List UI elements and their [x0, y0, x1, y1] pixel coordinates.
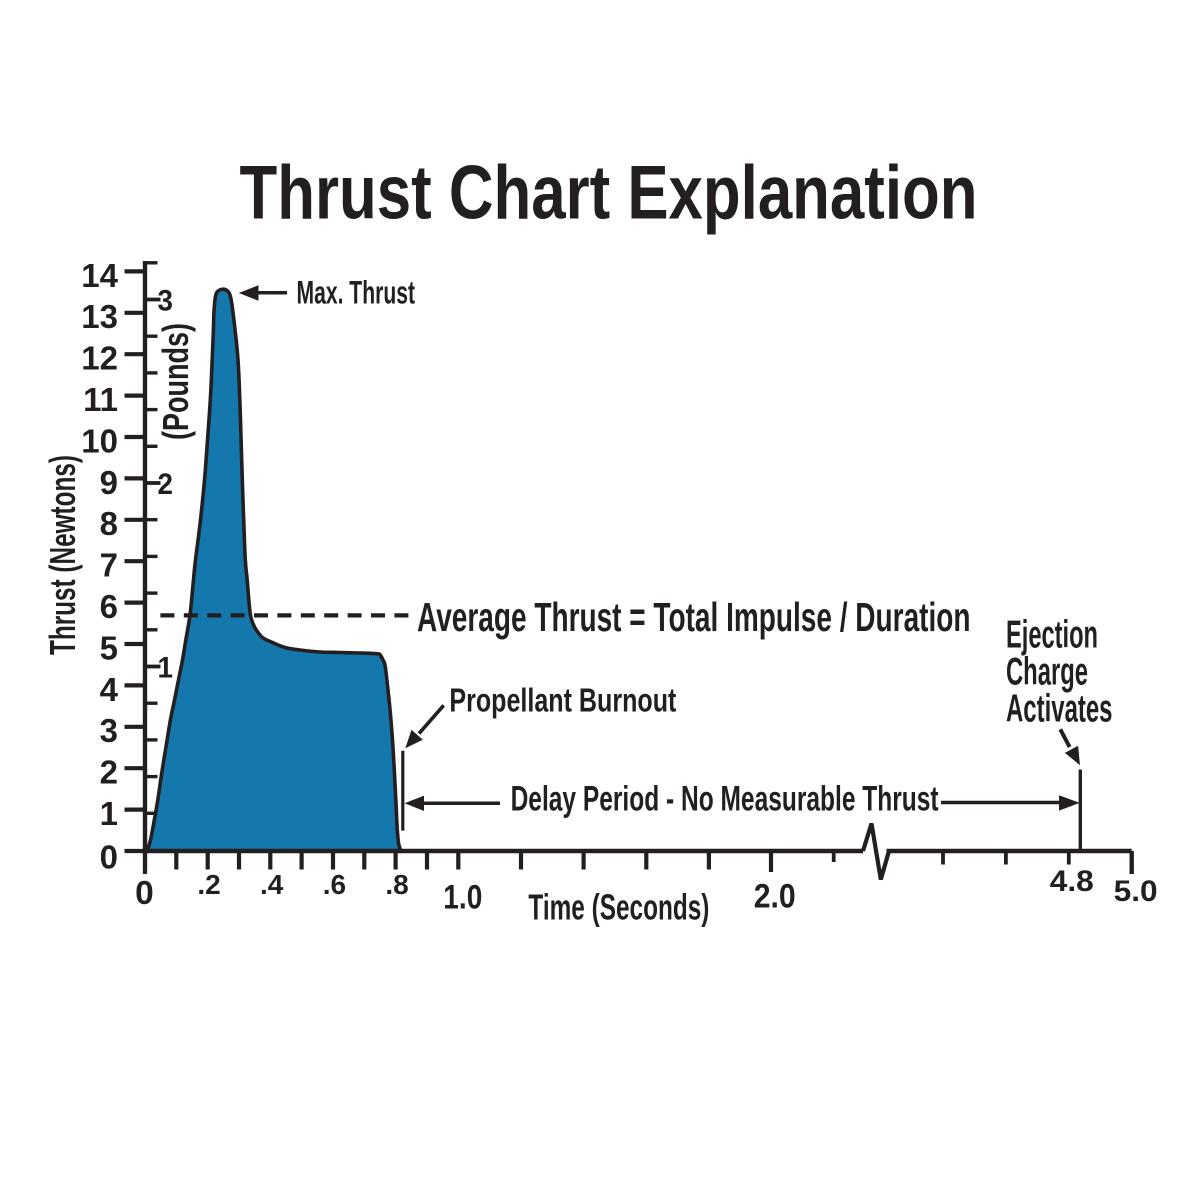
- svg-text:0: 0: [135, 875, 154, 912]
- svg-text:Ejection: Ejection: [1006, 614, 1098, 657]
- svg-text:1: 1: [100, 795, 118, 832]
- svg-text:1: 1: [158, 651, 174, 684]
- svg-text:2: 2: [158, 468, 174, 501]
- svg-text:11: 11: [83, 381, 118, 418]
- svg-text:.8: .8: [385, 869, 408, 900]
- svg-text:3: 3: [100, 712, 118, 749]
- svg-text:13: 13: [81, 298, 118, 335]
- svg-text:Propellant Burnout: Propellant Burnout: [449, 682, 676, 719]
- svg-text:Charge: Charge: [1006, 651, 1088, 694]
- svg-text:4.8: 4.8: [1050, 865, 1094, 898]
- svg-text:Max. Thrust: Max. Thrust: [297, 275, 416, 311]
- svg-text:12: 12: [81, 340, 118, 377]
- svg-text:2.0: 2.0: [754, 878, 796, 916]
- svg-text:.2: .2: [197, 869, 220, 900]
- svg-text:8: 8: [100, 505, 118, 542]
- svg-text:Average Thrust = Total Impulse: Average Thrust = Total Impulse / Duratio…: [417, 594, 971, 640]
- svg-text:14: 14: [81, 257, 118, 294]
- svg-text:(Pounds): (Pounds): [155, 323, 196, 440]
- svg-text:4: 4: [100, 671, 119, 708]
- svg-text:Thrust Chart Explanation: Thrust Chart Explanation: [240, 150, 978, 235]
- svg-text:2: 2: [100, 754, 118, 791]
- svg-text:Thrust (Newtons): Thrust (Newtons): [42, 455, 83, 655]
- svg-text:7: 7: [100, 547, 118, 584]
- svg-text:.6: .6: [323, 869, 346, 900]
- svg-text:5: 5: [100, 629, 118, 666]
- svg-text:3: 3: [158, 284, 174, 317]
- svg-text:10: 10: [81, 422, 118, 459]
- svg-text:Activates: Activates: [1006, 688, 1113, 731]
- svg-text:1.0: 1.0: [443, 879, 482, 917]
- svg-text:Time (Seconds): Time (Seconds): [528, 887, 709, 928]
- svg-text:6: 6: [100, 588, 118, 625]
- svg-text:5.0: 5.0: [1114, 875, 1158, 908]
- svg-text:0: 0: [100, 839, 118, 876]
- svg-text:9: 9: [100, 464, 118, 501]
- svg-text:.4: .4: [260, 869, 284, 900]
- svg-text:Delay Period - No Measurable T: Delay Period - No Measurable Thrust: [511, 778, 939, 818]
